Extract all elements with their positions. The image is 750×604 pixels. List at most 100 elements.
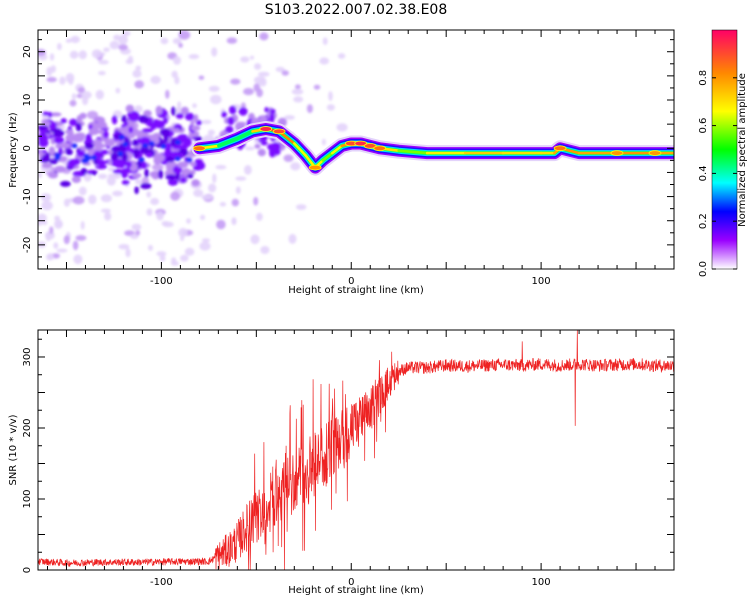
noise-blob [135,230,141,236]
noise-blob [194,158,203,164]
noise-blob [250,234,260,245]
noise-blob [95,89,105,100]
noise-blob [281,70,289,76]
noise-blob [69,50,79,59]
noise-blob [244,165,252,175]
noise-blob [156,211,164,221]
noise-blob [180,106,189,115]
noise-blob [95,139,102,146]
noise-blob [337,53,346,59]
noise-blob [229,105,237,115]
noise-blob [47,111,53,118]
y-tick-label: 200 [22,418,33,437]
noise-blob [112,169,125,174]
ridge-segment [321,151,334,162]
spectrogram-noise [38,30,348,266]
noise-blob [235,176,247,181]
noise-blob [189,169,196,175]
noise-blob [42,220,48,226]
noise-blob [49,226,54,235]
noise-blob [85,133,92,144]
noise-blob [165,174,177,181]
noise-blob [188,130,200,137]
noise-blob [145,152,153,158]
noise-blob [130,234,139,240]
noise-blob [54,155,61,161]
noise-blob [70,35,80,44]
noise-blob [151,164,164,171]
noise-blob [148,141,155,146]
noise-blob [288,233,297,244]
noise-blob [41,120,51,126]
noise-blob [322,37,328,45]
noise-blob [100,194,112,203]
noise-blob [165,162,174,172]
noise-blob [49,159,58,165]
noise-blob [321,138,326,146]
noise-blob [257,148,266,157]
noise-blob [175,113,184,119]
noise-blob [122,141,129,147]
noise-blob [152,132,162,138]
noise-blob [134,80,144,89]
noise-blob [174,139,181,145]
noise-blob [207,129,215,136]
noise-blob [41,162,53,169]
noise-blob [125,161,133,168]
noise-blob [85,155,92,161]
noise-blob [230,78,241,85]
noise-blob [174,76,180,85]
noise-blob [264,107,269,113]
noise-blob [104,212,112,221]
noise-blob [186,157,193,163]
noise-blob [54,215,60,221]
noise-blob [76,115,83,124]
y-tick-label: 10 [22,94,33,107]
noise-blob [53,129,65,137]
noise-blob [125,104,134,113]
noise-blob [200,214,206,221]
noise-blob [250,55,254,60]
noise-blob [235,186,241,194]
noise-blob [172,165,183,175]
noise-blob [132,69,142,78]
noise-blob [109,40,120,50]
noise-blob [77,150,85,158]
noise-blob [100,149,109,155]
snr-frame [37,329,675,571]
noise-blob [190,161,197,167]
noise-blob [48,172,58,179]
colorbar-tick-label: 0.4 [698,165,709,181]
noise-blob [171,128,181,133]
noise-blob [135,179,142,185]
noise-blob [139,136,151,146]
noise-blob [160,143,167,149]
noise-blob [156,251,167,257]
noise-blob [46,66,53,77]
noise-blob [134,105,143,113]
snr-marks [38,330,674,570]
noise-blob [46,254,55,261]
noise-blob [258,78,267,87]
noise-blob [174,124,182,129]
ridge-peak [553,145,567,152]
noise-blob [178,30,191,40]
noise-blob [159,128,172,137]
noise-blob [161,221,170,226]
noise-blob [313,84,321,90]
noise-blob [183,137,192,148]
noise-blob [56,248,68,253]
noise-blob [75,122,82,132]
x-tick-label: 0 [348,577,354,588]
noise-blob [138,157,145,163]
noise-blob [190,125,201,131]
y-tick-label: 100 [22,489,33,508]
noise-blob [75,235,87,241]
noise-blob [118,134,125,140]
y-tick-label: 20 [22,45,33,58]
noise-blob [38,220,43,226]
noise-blob [71,176,81,183]
noise-blob [193,189,204,198]
